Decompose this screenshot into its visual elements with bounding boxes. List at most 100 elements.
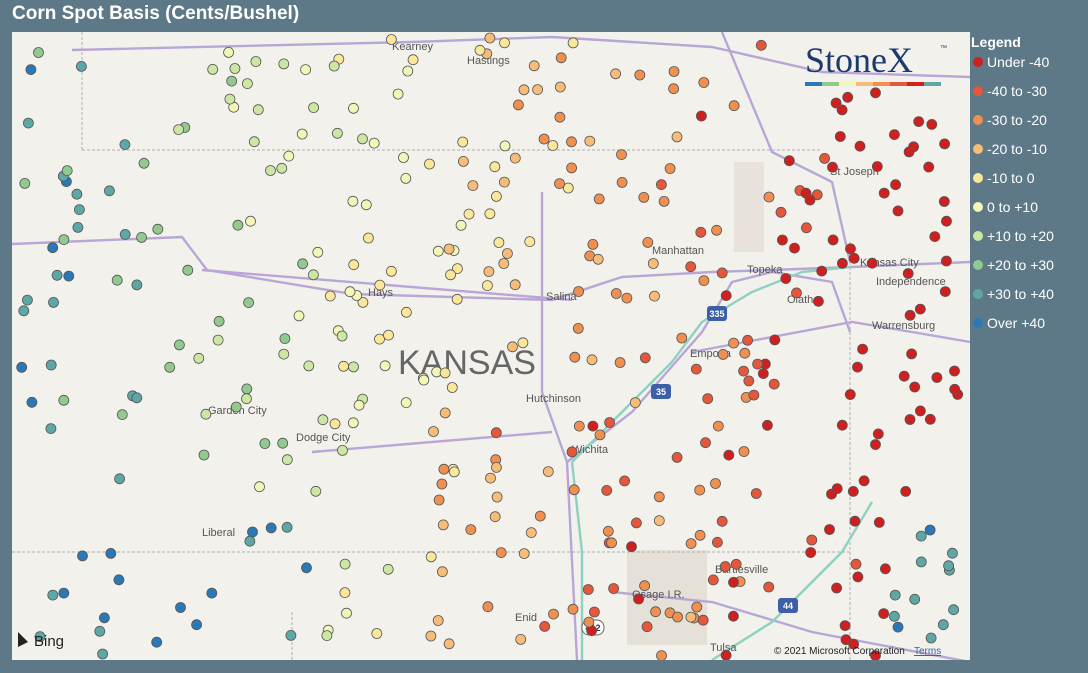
- location-dot[interactable]: [474, 44, 486, 56]
- location-dot[interactable]: [634, 69, 646, 81]
- location-dot[interactable]: [728, 100, 740, 112]
- location-dot[interactable]: [696, 110, 707, 122]
- location-dot[interactable]: [368, 137, 380, 149]
- location-dot[interactable]: [768, 378, 780, 390]
- location-dot[interactable]: [589, 606, 600, 618]
- location-dot[interactable]: [554, 81, 566, 93]
- location-dot[interactable]: [259, 438, 271, 449]
- location-dot[interactable]: [554, 178, 565, 190]
- location-dot[interactable]: [586, 354, 598, 366]
- location-dot[interactable]: [691, 601, 703, 613]
- location-dot[interactable]: [528, 60, 540, 72]
- location-dot[interactable]: [247, 526, 258, 538]
- location-dot[interactable]: [382, 563, 394, 575]
- location-dot[interactable]: [892, 205, 904, 217]
- location-dot[interactable]: [490, 461, 502, 473]
- location-dot[interactable]: [716, 267, 728, 279]
- location-dot[interactable]: [805, 547, 817, 558]
- location-dot[interactable]: [383, 329, 394, 341]
- location-dot[interactable]: [892, 621, 904, 633]
- location-dot[interactable]: [720, 649, 732, 660]
- location-dot[interactable]: [668, 66, 680, 77]
- location-dot[interactable]: [223, 46, 235, 58]
- location-dot[interactable]: [938, 196, 950, 207]
- location-dot[interactable]: [847, 485, 859, 497]
- location-dot[interactable]: [484, 32, 496, 44]
- location-dot[interactable]: [250, 56, 262, 67]
- location-dot[interactable]: [642, 236, 654, 248]
- location-dot[interactable]: [182, 264, 194, 276]
- location-dot[interactable]: [811, 189, 823, 201]
- location-dot[interactable]: [243, 297, 255, 309]
- location-dot[interactable]: [482, 601, 494, 613]
- location-dot[interactable]: [206, 587, 218, 599]
- location-dot[interactable]: [857, 343, 868, 355]
- location-dot[interactable]: [293, 310, 305, 322]
- location-dot[interactable]: [587, 238, 599, 250]
- location-dot[interactable]: [136, 231, 148, 243]
- location-dot[interactable]: [498, 258, 510, 269]
- location-dot[interactable]: [357, 133, 368, 145]
- location-dot[interactable]: [111, 274, 123, 286]
- location-dot[interactable]: [507, 341, 518, 353]
- location-dot[interactable]: [842, 91, 854, 103]
- location-dot[interactable]: [517, 337, 529, 349]
- location-dot[interactable]: [445, 269, 457, 281]
- location-dot[interactable]: [114, 473, 125, 485]
- location-dot[interactable]: [554, 111, 566, 123]
- location-dot[interactable]: [276, 162, 288, 174]
- location-dot[interactable]: [499, 140, 511, 152]
- location-dot[interactable]: [22, 117, 34, 129]
- location-dot[interactable]: [230, 401, 242, 413]
- location-dot[interactable]: [641, 621, 653, 633]
- location-dot[interactable]: [769, 334, 781, 346]
- location-dot[interactable]: [425, 551, 437, 563]
- location-dot[interactable]: [593, 193, 605, 205]
- location-dot[interactable]: [870, 650, 881, 660]
- location-dot[interactable]: [839, 620, 851, 631]
- location-dot[interactable]: [277, 437, 289, 449]
- location-dot[interactable]: [152, 223, 164, 235]
- location-dot[interactable]: [16, 361, 28, 373]
- location-dot[interactable]: [762, 419, 773, 431]
- location-dot[interactable]: [694, 529, 706, 541]
- location-dot[interactable]: [281, 454, 293, 466]
- location-dot[interactable]: [697, 614, 709, 626]
- location-dot[interactable]: [428, 426, 439, 437]
- location-dot[interactable]: [738, 365, 749, 377]
- location-dot[interactable]: [99, 612, 110, 624]
- location-dot[interactable]: [631, 517, 642, 529]
- location-dot[interactable]: [852, 571, 864, 583]
- location-dot[interactable]: [509, 279, 521, 291]
- location-dot[interactable]: [490, 427, 502, 439]
- location-dot[interactable]: [119, 228, 131, 240]
- location-dot[interactable]: [138, 157, 150, 169]
- location-dot[interactable]: [45, 359, 57, 371]
- location-dot[interactable]: [619, 475, 630, 487]
- location-dot[interactable]: [518, 84, 530, 96]
- location-dot[interactable]: [321, 630, 333, 641]
- location-dot[interactable]: [443, 243, 455, 255]
- location-dot[interactable]: [915, 530, 927, 542]
- location-dot[interactable]: [656, 179, 667, 191]
- location-dot[interactable]: [941, 215, 952, 227]
- location-dot[interactable]: [385, 34, 397, 45]
- location-dot[interactable]: [509, 152, 521, 164]
- location-dot[interactable]: [604, 417, 615, 428]
- location-dot[interactable]: [844, 389, 856, 400]
- location-dot[interactable]: [173, 339, 185, 351]
- location-dot[interactable]: [285, 630, 297, 641]
- location-dot[interactable]: [424, 158, 435, 170]
- location-dot[interactable]: [491, 491, 503, 503]
- location-dot[interactable]: [439, 407, 451, 419]
- location-dot[interactable]: [870, 87, 881, 99]
- location-dot[interactable]: [568, 484, 580, 496]
- location-dot[interactable]: [831, 582, 842, 594]
- location-dot[interactable]: [484, 208, 496, 220]
- location-dot[interactable]: [248, 136, 260, 148]
- location-dot[interactable]: [943, 560, 954, 572]
- location-dot[interactable]: [923, 161, 935, 173]
- location-dot[interactable]: [889, 610, 900, 622]
- location-dot[interactable]: [716, 515, 728, 527]
- location-dot[interactable]: [339, 558, 351, 570]
